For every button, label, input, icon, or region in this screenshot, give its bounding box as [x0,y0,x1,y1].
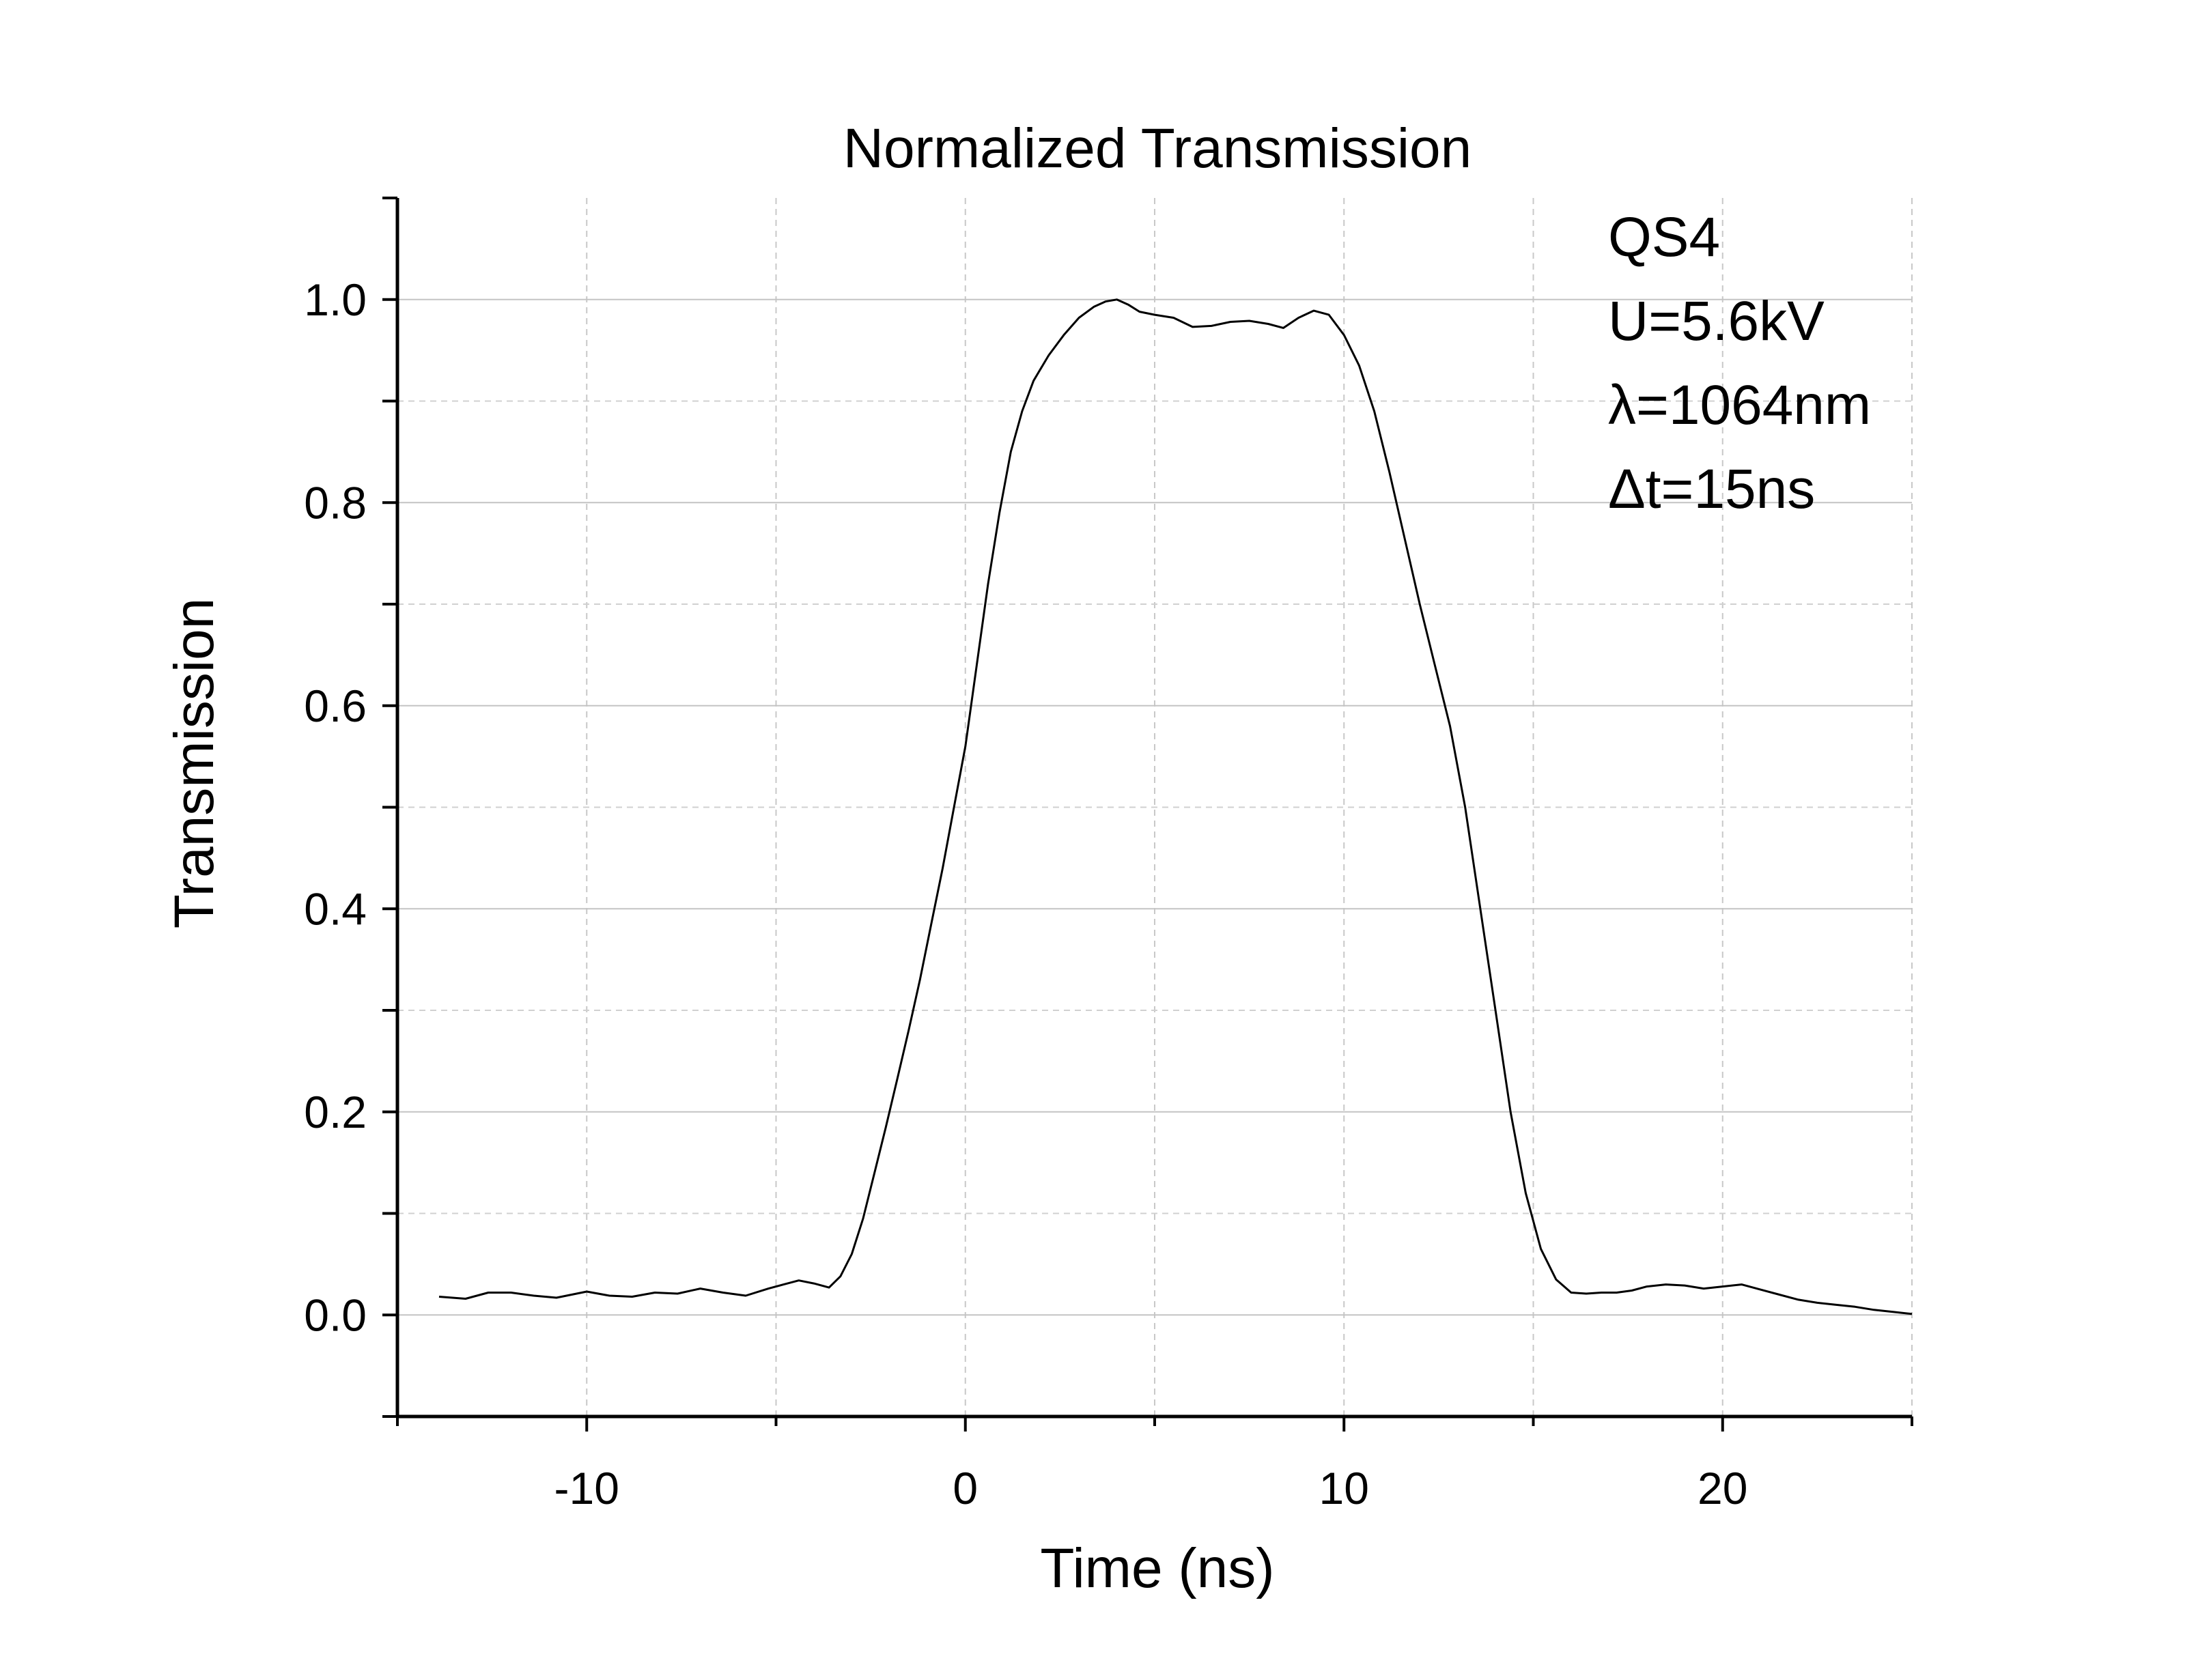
x-axis-label: Time (ns) [1040,1537,1274,1599]
annotation-wavelength: λ=1064nm [1608,374,1871,436]
x-tick-label: 20 [1698,1463,1747,1513]
plot-series [438,298,1913,1315]
y-tick-label: 1.0 [304,274,367,325]
annotation-voltage: U=5.6kV [1608,290,1825,352]
ticks [382,197,1913,1432]
y-tick-label: 0.0 [304,1290,367,1340]
y-tick-label: 0.4 [304,883,367,934]
grid [397,198,1913,1416]
chart-title: Normalized Transmission [843,117,1472,180]
y-axis-label: Transmission [163,598,225,929]
annotation-block: QS4 U=5.6kV λ=1064nm Δt=15ns [1608,206,1871,520]
tick-labels: 0.0 0.2 0.4 0.6 0.8 1.0 -10 0 10 20 [304,274,1747,1513]
annotation-pulse-width: Δt=15ns [1608,458,1815,520]
annotation-device: QS4 [1608,206,1720,268]
series-line [438,298,1913,1315]
x-tick-label: -10 [554,1463,619,1513]
x-tick-label: 10 [1319,1463,1369,1513]
y-tick-label: 0.6 [304,681,367,731]
y-tick-label: 0.2 [304,1087,367,1137]
y-tick-label: 0.8 [304,477,367,528]
x-tick-label: 0 [953,1463,978,1513]
